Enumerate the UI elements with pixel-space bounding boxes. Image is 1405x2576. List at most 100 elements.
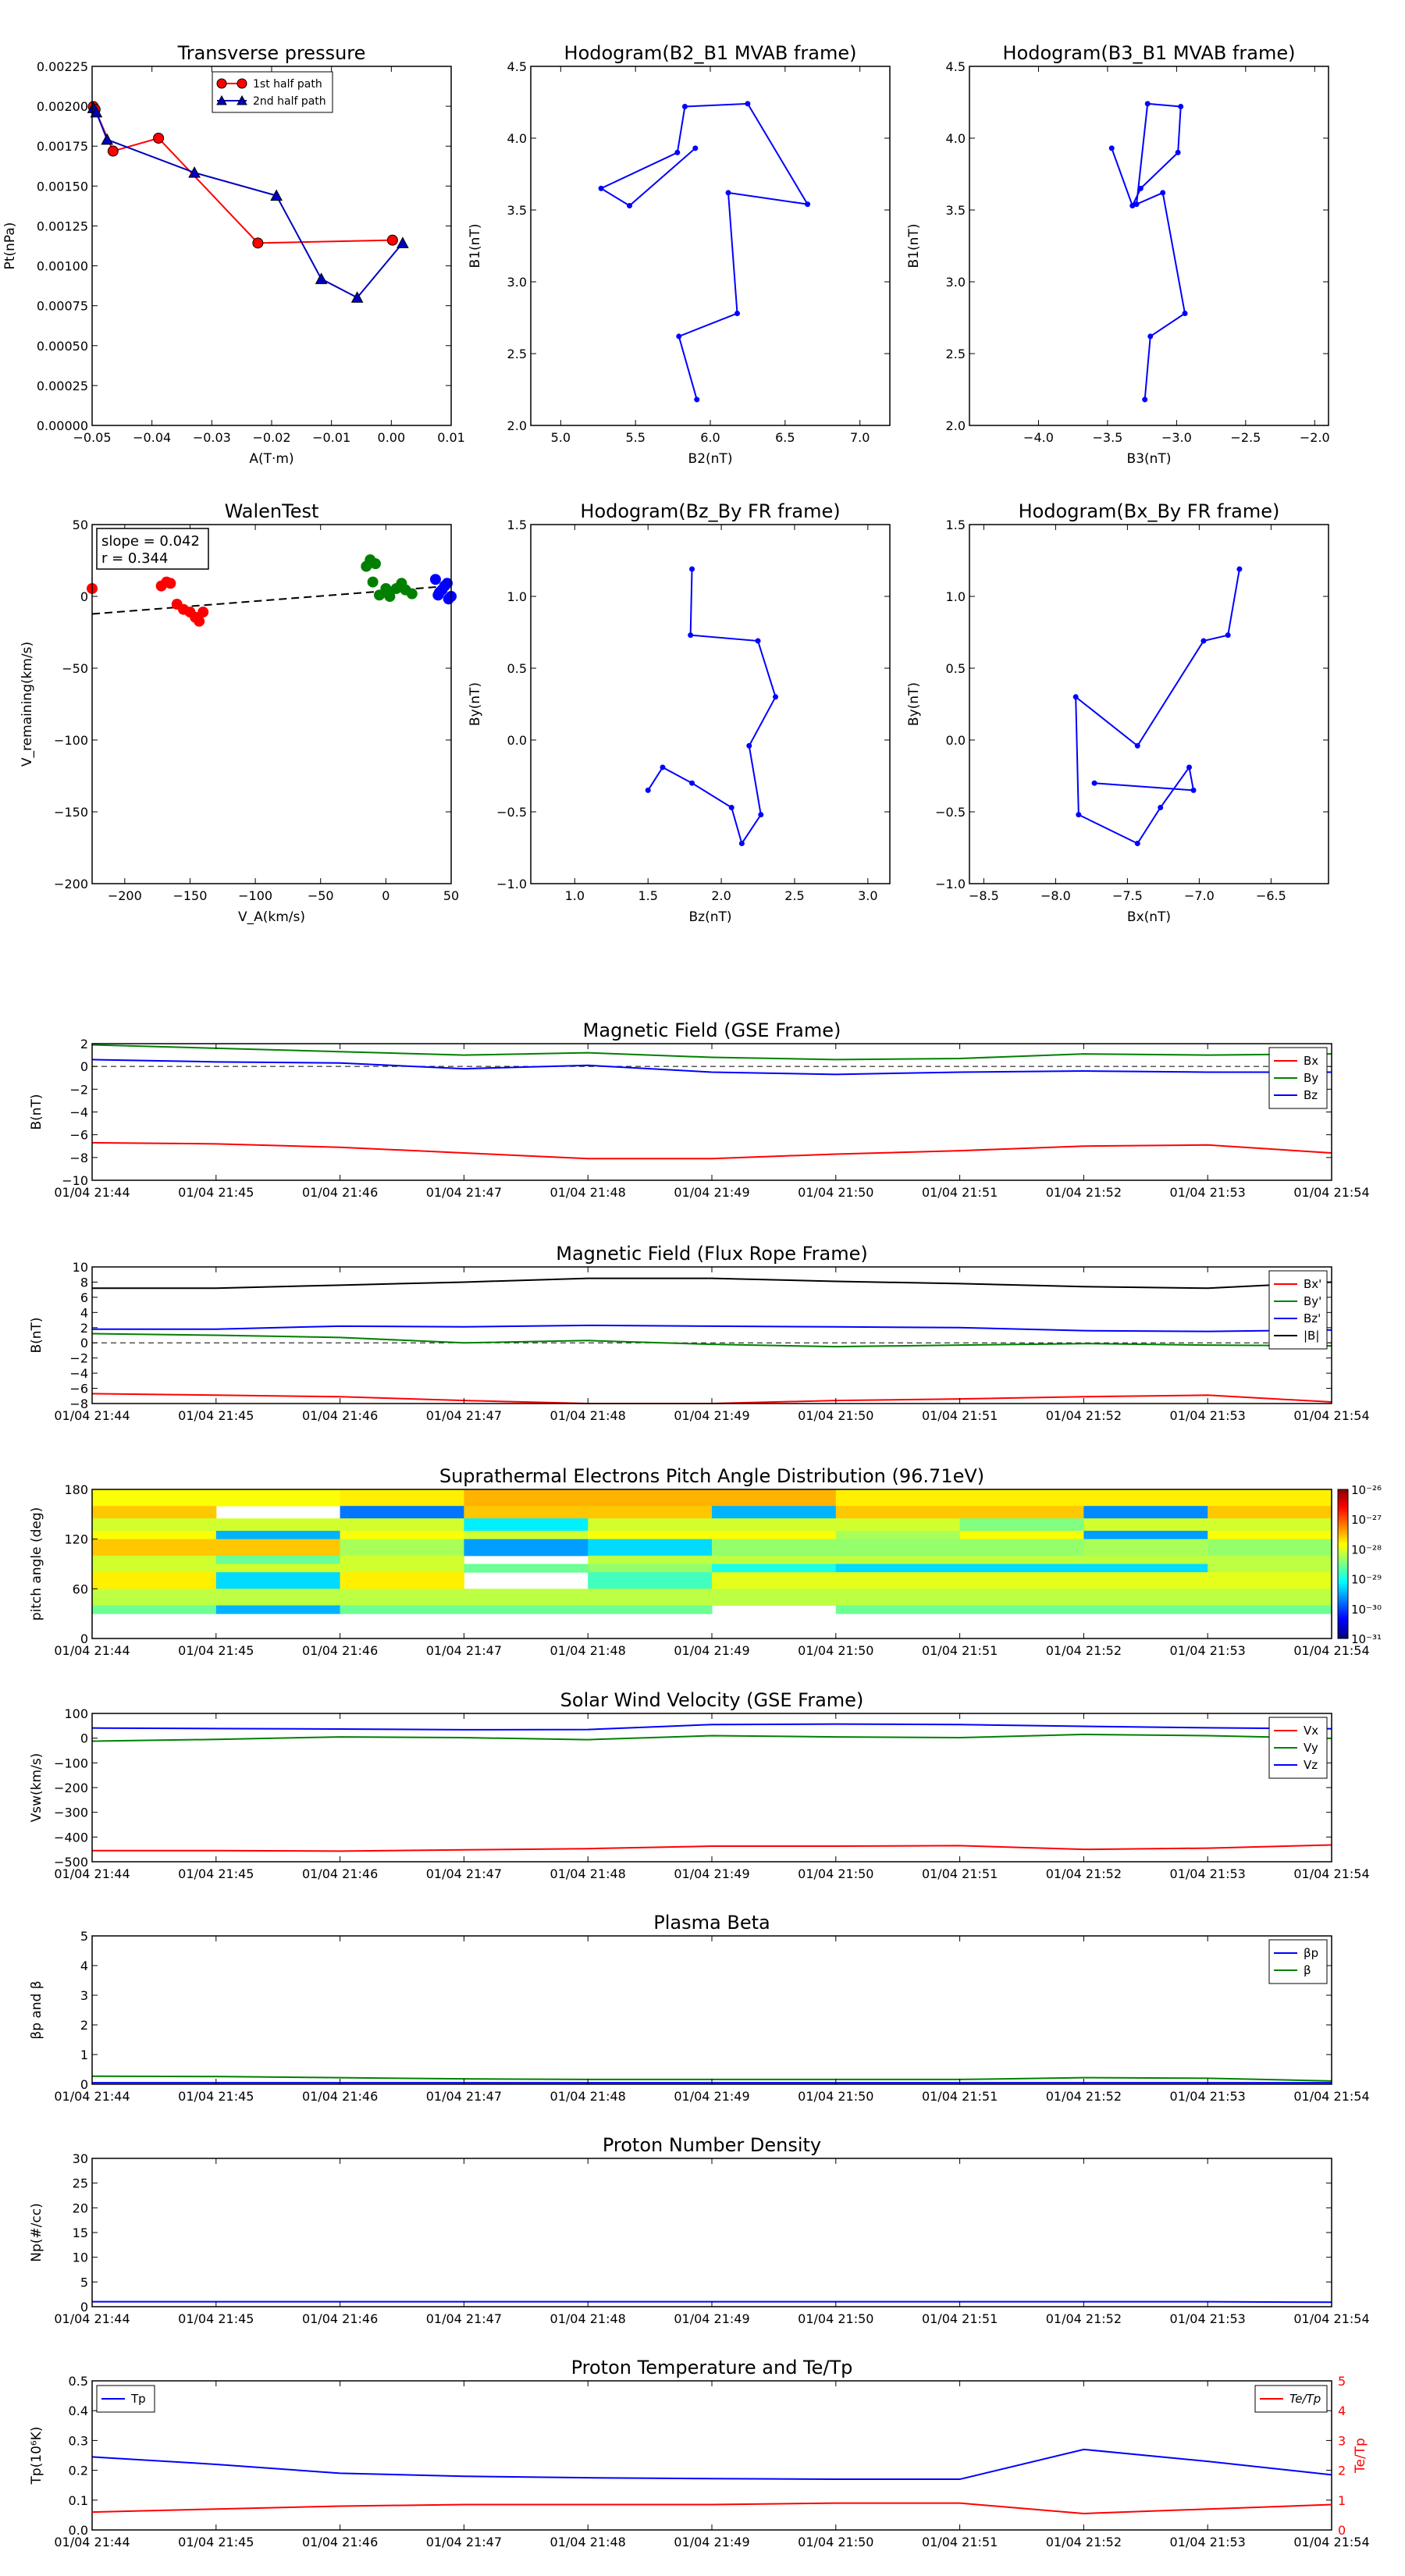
pad-colorbar-segment xyxy=(1338,1574,1348,1577)
tp-ytick-label: 0.00050 xyxy=(37,339,88,354)
beta-time-label: 01/04 21:51 xyxy=(922,2089,998,2104)
mffr-ytick-label: −2 xyxy=(69,1351,88,1366)
walen-plot-area xyxy=(92,525,451,884)
pad-time-label: 01/04 21:45 xyxy=(178,1643,254,1658)
walen-title: WalenTest xyxy=(225,500,319,522)
h23-xtick-label: 6.5 xyxy=(775,430,795,445)
tp-legend-marker xyxy=(216,78,227,89)
fr_xy-xtick-label: −7.5 xyxy=(1112,888,1143,903)
sw-time-label: 01/04 21:54 xyxy=(1293,1866,1369,1881)
tp-ytick-label: 0.00175 xyxy=(37,139,88,154)
pad-colorbar-segment xyxy=(1338,1511,1348,1515)
mffr-ytick-label: 0 xyxy=(80,1336,88,1350)
tpx-legend-right-label: Te/Tp xyxy=(1289,2392,1321,2406)
tp-xtick-label: −0.02 xyxy=(252,430,290,445)
pad-time-label: 01/04 21:44 xyxy=(54,1643,130,1658)
tpx-time-label: 01/04 21:45 xyxy=(178,2535,254,2549)
sw-legend-label: Vz xyxy=(1304,1758,1318,1772)
pad-cell xyxy=(464,1518,589,1532)
h23-point xyxy=(676,333,682,340)
tpx-frame xyxy=(91,2380,1332,2531)
fr_zy-xtick-label: 2.5 xyxy=(784,888,804,903)
pad-cell xyxy=(959,1572,1084,1589)
fr_xy-ytick-label: 0.5 xyxy=(946,661,966,676)
pad-colorbar-segment xyxy=(1338,1544,1348,1547)
pad-cell xyxy=(1208,1605,1332,1614)
h23-point xyxy=(725,190,731,196)
fr_xy-ylabel: By(nT) xyxy=(906,682,922,726)
np-time-label: 01/04 21:48 xyxy=(550,2311,626,2326)
pad-ytick-label: 0 xyxy=(80,1631,88,1646)
np-plot-area xyxy=(92,2158,1332,2307)
pad-cell xyxy=(959,1539,1084,1557)
mffr-ytick-label: 4 xyxy=(80,1305,88,1320)
h23-ytick-label: 3.5 xyxy=(507,203,527,218)
pad-colorbar-segment xyxy=(1338,1631,1348,1635)
pad-cell xyxy=(340,1531,464,1540)
pad-colorbar-segment xyxy=(1338,1549,1348,1553)
pad-cell xyxy=(215,1489,341,1507)
mffr-ytick-label: 2 xyxy=(80,1321,88,1336)
h13-xtick-label: −3.5 xyxy=(1092,430,1122,445)
walen-slope-text: slope = 0.042 xyxy=(101,533,200,550)
tpx-time-label: 01/04 21:47 xyxy=(426,2535,502,2549)
pad-cell xyxy=(712,1555,837,1564)
pad-cell xyxy=(1208,1555,1332,1564)
mf-frame xyxy=(91,1043,1332,1181)
walen-xtick-label: 50 xyxy=(443,888,459,903)
sw-legend-label: Vy xyxy=(1304,1741,1318,1755)
walen-xtick-label: −50 xyxy=(308,888,334,903)
pad-cell xyxy=(340,1506,464,1519)
beta-plot-area xyxy=(92,1936,1332,2084)
pad-cell xyxy=(835,1506,961,1519)
pad-colorbar-label: 10⁻²⁹ xyxy=(1351,1573,1382,1587)
pad-cell xyxy=(215,1572,341,1589)
fr_xy-xlabel: Bx(nT) xyxy=(1127,909,1171,925)
mffr-time-label: 01/04 21:52 xyxy=(1046,1408,1122,1423)
pad-cell xyxy=(1208,1564,1332,1573)
tp-xtick-label: −0.05 xyxy=(73,430,111,445)
pad-colorbar-segment xyxy=(1338,1517,1348,1520)
h13-xtick-label: −2.5 xyxy=(1230,430,1261,445)
tp-xtick-label: −0.04 xyxy=(133,430,171,445)
pad-time-label: 01/04 21:51 xyxy=(922,1643,998,1658)
pad-colorbar-segment xyxy=(1338,1599,1348,1602)
fr_xy-plot-area xyxy=(969,525,1329,884)
h23-point xyxy=(805,201,811,208)
pad-cell xyxy=(712,1572,837,1589)
walen-xtick-label: −150 xyxy=(173,888,207,903)
fr_xy-xtick-label: −8.0 xyxy=(1040,888,1071,903)
fr_zy-ytick-label: 0.5 xyxy=(507,661,527,676)
mffr-time-label: 01/04 21:47 xyxy=(426,1408,502,1423)
pad-colorbar-segment xyxy=(1338,1593,1348,1597)
pad-colorbar-segment xyxy=(1338,1521,1348,1525)
pad-cell xyxy=(588,1555,713,1564)
walen-xtick-label: 0 xyxy=(382,888,389,903)
pad-colorbar-segment xyxy=(1338,1504,1348,1507)
beta-legend-box xyxy=(1268,1939,1328,1984)
fr_xy-xtick-label: −7.0 xyxy=(1184,888,1215,903)
tp-ytick-label: 0.00225 xyxy=(37,59,88,74)
pad-cell xyxy=(588,1564,713,1573)
tpx-ytick-label: 0.5 xyxy=(69,2374,88,2389)
fr_xy-point xyxy=(1236,566,1243,572)
pad-cell xyxy=(1208,1572,1332,1589)
fr_xy-point xyxy=(1225,632,1231,639)
mffr-title: Magnetic Field (Flux Rope Frame) xyxy=(556,1243,867,1265)
tpx-tetp-line xyxy=(91,2502,1332,2514)
pad-cell xyxy=(712,1539,837,1557)
fr_zy-point xyxy=(689,780,695,786)
np-ytick-label: 10 xyxy=(73,2250,88,2265)
mf-ytick-label: −10 xyxy=(62,1173,88,1188)
pad-colorbar-segment xyxy=(1338,1556,1348,1560)
h13-point xyxy=(1178,104,1184,110)
tp-ytick-label: 0.00200 xyxy=(37,99,88,114)
pad-colorbar-label: 10⁻²⁸ xyxy=(1351,1542,1382,1557)
fr_zy-point xyxy=(728,804,735,810)
np-time-label: 01/04 21:50 xyxy=(798,2311,873,2326)
pad-cell xyxy=(959,1589,1084,1606)
pad-cell xyxy=(835,1589,961,1606)
pad-cell xyxy=(712,1531,837,1540)
beta-legend-label: β xyxy=(1304,1963,1311,1977)
np-title: Proton Number Density xyxy=(603,2134,821,2156)
